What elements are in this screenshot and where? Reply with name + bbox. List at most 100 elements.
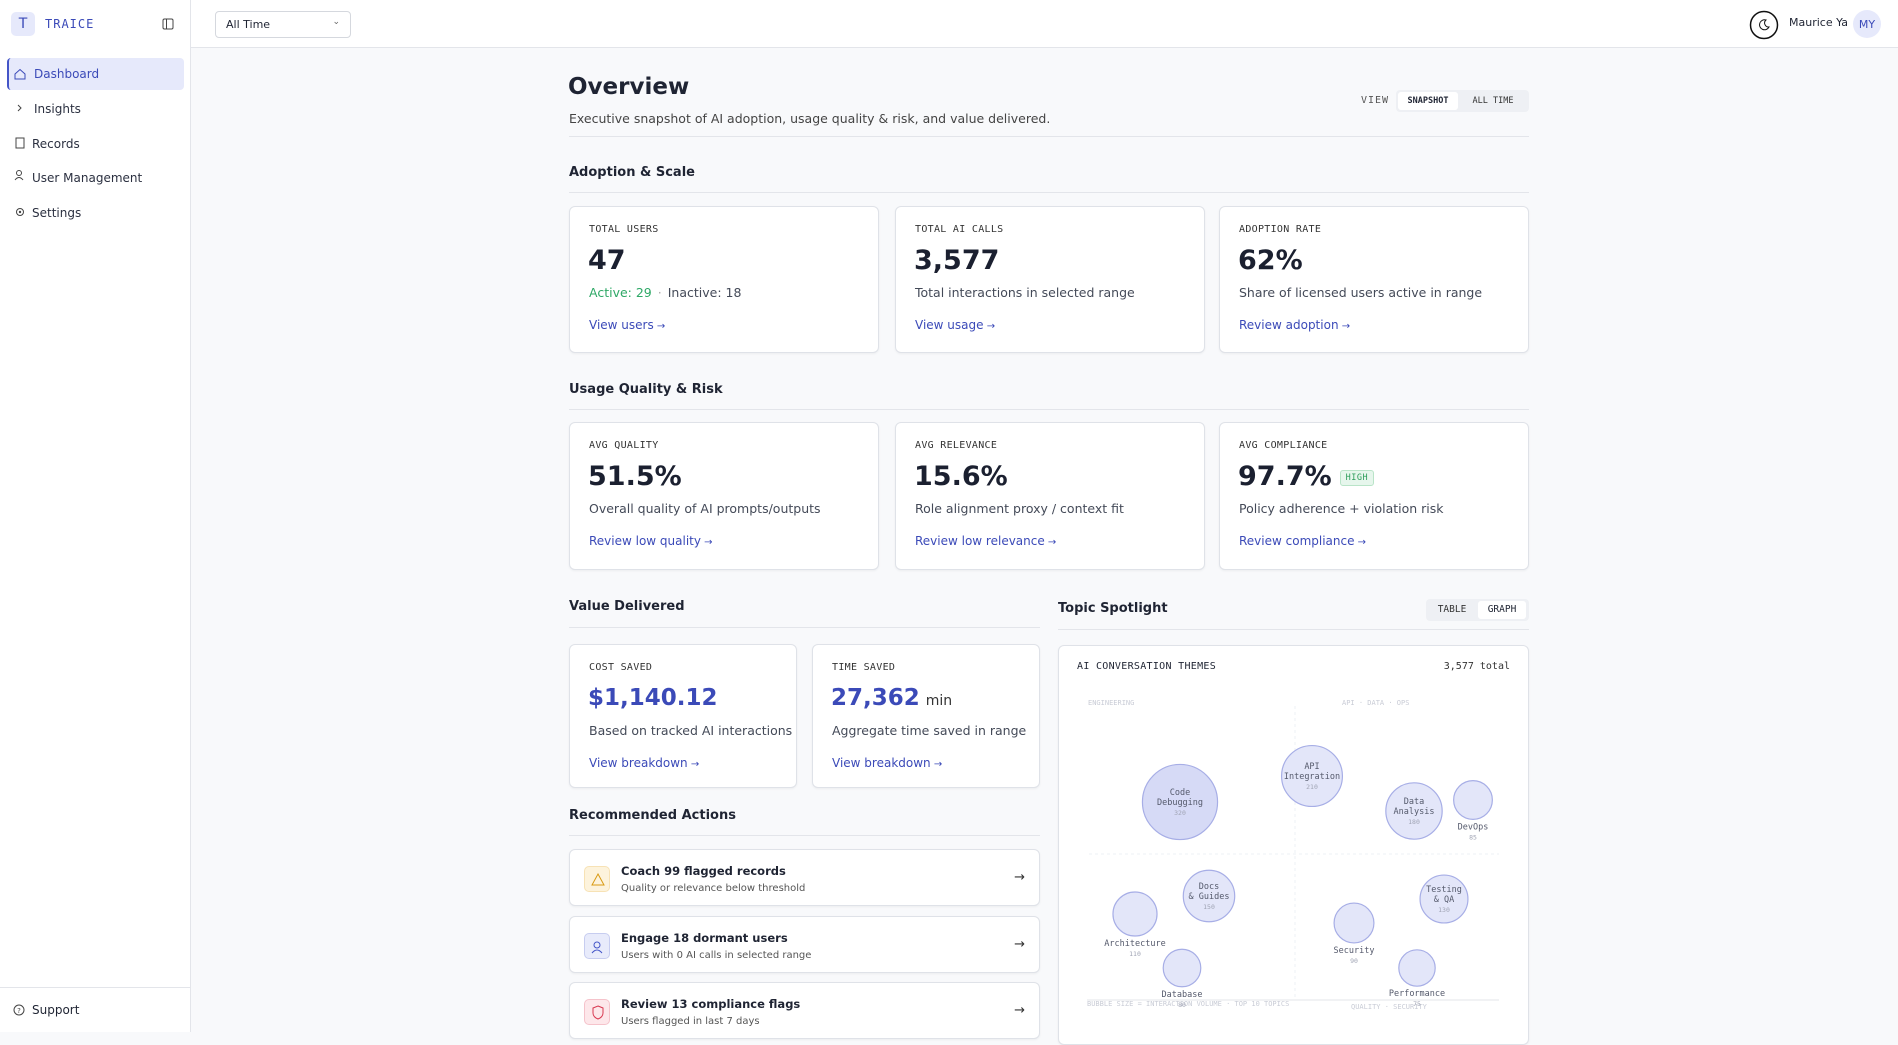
metric-link[interactable]: View usage xyxy=(915,318,995,332)
bubble-label: Debugging xyxy=(1157,798,1203,808)
metric-value: 97.7% HIGH xyxy=(1238,461,1375,492)
metric-unit: min xyxy=(925,693,953,709)
action-arrow: → xyxy=(1014,870,1025,885)
metric-detail: Share of licensed users active in range xyxy=(1239,285,1483,300)
sidebar: T TRAICE Dashboard Insights Records User… xyxy=(0,0,191,1032)
metric-detail: Policy adherence + violation risk xyxy=(1239,501,1444,516)
metric-detail: Active: 29 · Inactive: 18 xyxy=(589,285,741,300)
theme-toggle[interactable] xyxy=(1749,10,1779,40)
nav-item[interactable]: Insights xyxy=(34,102,81,116)
metric-label: TOTAL AI CALLS xyxy=(915,224,1004,235)
bubble-label: Data xyxy=(1404,797,1424,807)
metric-card: AVG RELEVANCE 15.6% Role alignment proxy /… xyxy=(895,422,1205,570)
logo[interactable]: T xyxy=(11,12,35,36)
action-title: Coach 99 flagged records xyxy=(621,864,786,878)
bubble-value: 80 xyxy=(1178,1001,1186,1009)
metric-value: 47 xyxy=(588,245,626,276)
toggle-option[interactable]: SNAPSHOT xyxy=(1398,92,1458,110)
metric-number: 62% xyxy=(1238,245,1303,276)
metric-value: 15.6% xyxy=(914,461,1008,492)
bubble-value: 75 xyxy=(1413,1000,1421,1008)
metric-link[interactable]: Review compliance xyxy=(1239,534,1366,548)
metric-number: 27,362 xyxy=(831,685,920,711)
metric-label: ADOPTION RATE xyxy=(1239,224,1322,235)
bubble-chart: ENGINEERING API · DATA · OPS BUBBLE SIZE =… xyxy=(1087,699,1499,1011)
toggle-option[interactable]: ALL TIME xyxy=(1472,96,1514,106)
bubble-label: API xyxy=(1304,762,1319,772)
action-item[interactable]: Review 13 compliance flags Users flagged … xyxy=(569,982,1040,1039)
view-label: VIEW xyxy=(1361,95,1390,106)
metric-detail: Total interactions in selected range xyxy=(915,285,1135,300)
action-icon xyxy=(584,866,610,892)
metric-number: 47 xyxy=(588,245,626,276)
metric-number: 3,577 xyxy=(914,245,1000,276)
bubble-label: DevOps xyxy=(1458,822,1489,832)
metric-value: $1,140.12 xyxy=(588,685,718,711)
action-detail: Users flagged in last 7 days xyxy=(621,1016,760,1027)
action-item[interactable]: Engage 18 dormant users Users with 0 AI c… xyxy=(569,915,1040,973)
metric-label: COST SAVED xyxy=(589,662,653,673)
action-detail: Users with 0 AI calls in selected range xyxy=(621,949,812,961)
range-select[interactable]: All Time ⌄ xyxy=(215,11,351,38)
metric-label: TOTAL USERS xyxy=(589,224,659,235)
bubble-value: 85 xyxy=(1469,833,1477,841)
metric-number: $1,140.12 xyxy=(588,685,718,711)
bubble-label: Performance xyxy=(1389,989,1445,999)
nav-item[interactable]: Dashboard xyxy=(7,58,184,90)
nav-item[interactable]: Records xyxy=(32,137,80,151)
divider xyxy=(569,627,1040,628)
nav-item[interactable]: User Management xyxy=(32,171,143,185)
bubble-value: 180 xyxy=(1408,818,1420,826)
bubble-label: Database xyxy=(1162,990,1203,1000)
separator: · xyxy=(657,285,662,300)
user-name: Maurice Ya xyxy=(1789,16,1849,29)
metric-card: TIME SAVED 27,362 min Aggregate time saved … xyxy=(812,644,1040,788)
section-title: Topic Spotlight xyxy=(1058,601,1168,616)
metric-link[interactable]: View breakdown xyxy=(589,756,699,770)
support-icon: ? xyxy=(13,1004,25,1016)
bubble-value: 130 xyxy=(1438,906,1450,914)
metric-value: 51.5% xyxy=(588,461,682,492)
metric-value: 27,362 min xyxy=(831,685,952,711)
metric-detail: Aggregate time saved in range xyxy=(832,723,1027,738)
metric-link[interactable]: Review low relevance xyxy=(915,534,1056,548)
support-link[interactable]: Support xyxy=(32,1003,80,1017)
action-title: Engage 18 dormant users xyxy=(621,930,788,945)
bubble-value: 320 xyxy=(1174,809,1186,817)
action-item[interactable]: Coach 99 flagged records Quality or relev… xyxy=(569,849,1040,906)
toggle-option[interactable]: TABLE xyxy=(1437,604,1467,615)
collapse-icon[interactable] xyxy=(162,18,174,30)
metric-link[interactable]: View users xyxy=(589,318,665,332)
divider xyxy=(0,987,191,988)
toggle-option[interactable]: GRAPH xyxy=(1478,601,1526,619)
avatar[interactable]: MY xyxy=(1853,10,1881,38)
metric-card: TOTAL USERS 47 Active: 29 · Inactive: 18 View… xyxy=(569,206,879,353)
bubble-value: 90 xyxy=(1350,957,1358,965)
metric-detail: Overall quality of AI prompts/outputs xyxy=(589,501,821,516)
metric-card: ADOPTION RATE 62% Share of licensed users … xyxy=(1219,206,1529,353)
zone-label: QUALITY · SECURITY xyxy=(1351,1003,1428,1011)
metric-label: AVG QUALITY xyxy=(589,440,659,451)
range-value: All Time xyxy=(226,18,271,31)
bubble xyxy=(1453,780,1493,820)
active-count: Active: 29 xyxy=(589,285,652,300)
metric-number: 15.6% xyxy=(914,461,1008,492)
metric-card: COST SAVED $1,140.12 Based on tracked AI i… xyxy=(569,644,797,788)
metric-link[interactable]: View breakdown xyxy=(832,756,942,770)
metric-link[interactable]: Review low quality xyxy=(589,534,713,548)
bubble-label: Code xyxy=(1170,788,1190,798)
metric-card: AVG COMPLIANCE 97.7% HIGH Policy adherence … xyxy=(1219,422,1529,570)
metric-detail: Based on tracked AI interactions xyxy=(589,723,793,738)
metric-detail: Role alignment proxy / context fit xyxy=(915,501,1124,516)
metric-card: TOTAL AI CALLS 3,577 Total interactions in… xyxy=(895,206,1205,353)
bubble xyxy=(1162,948,1202,988)
topic-toggle: TABLE GRAPH xyxy=(1426,599,1529,621)
zone-label: ENGINEERING xyxy=(1088,699,1134,707)
metric-value: 3,577 xyxy=(914,245,999,276)
metric-number: 97.7% xyxy=(1238,461,1332,492)
svg-text:?: ? xyxy=(17,1007,21,1015)
nav-item[interactable]: Settings xyxy=(32,206,82,220)
zone-label: BUBBLE SIZE = INTERACTION VOLUME · TOP 1… xyxy=(1087,1000,1289,1008)
metric-link[interactable]: Review adoption xyxy=(1239,318,1350,332)
